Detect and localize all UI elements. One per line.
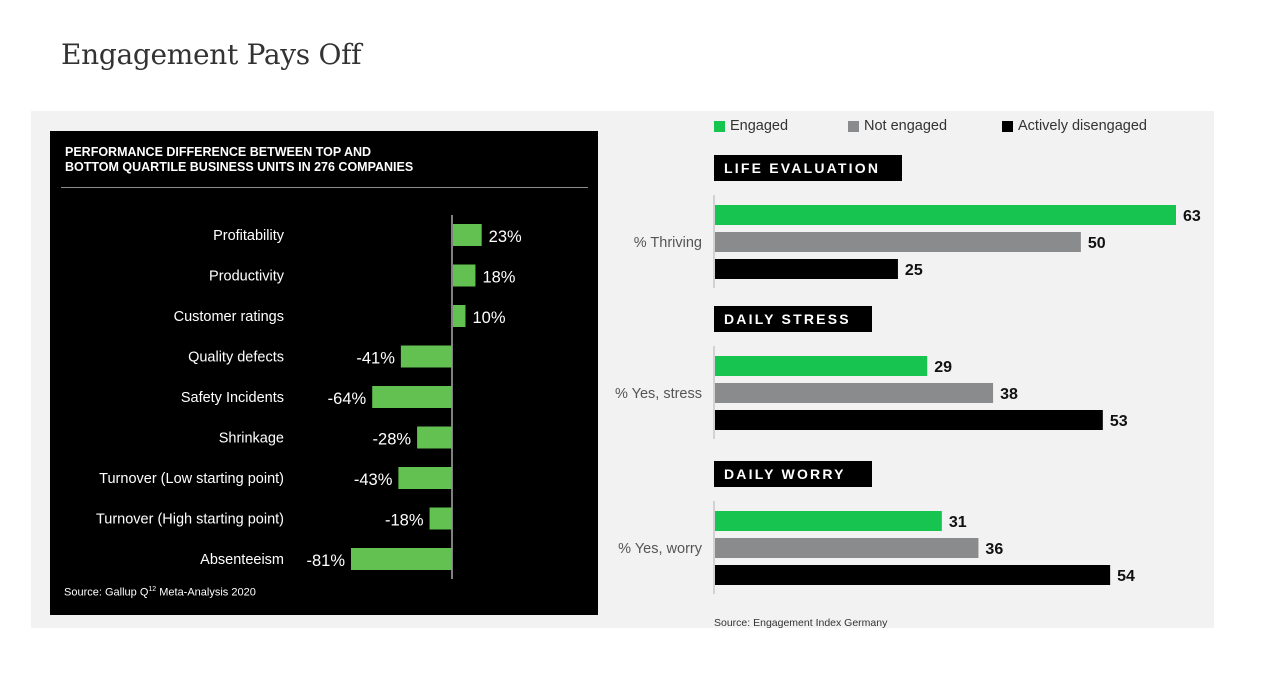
- section-label-daily-worry: DAILY WORRY: [714, 461, 872, 487]
- legend-item-actively-disengaged: Actively disengaged: [1002, 118, 1147, 134]
- engagement-legend: Engaged Not engaged Actively disengaged: [714, 118, 1194, 136]
- source-suffix: Meta-Analysis 2020: [156, 586, 256, 599]
- value-label-daily-stress-engaged: 29: [934, 359, 952, 376]
- bar-daily-stress-engaged: [715, 356, 928, 376]
- bar-daily-stress-not-engaged: [715, 383, 994, 403]
- category-label-profitability: Profitability: [213, 228, 285, 244]
- section-label-life-evaluation: LIFE EVALUATION: [714, 155, 902, 181]
- source-prefix: Source: Gallup Q: [64, 586, 149, 599]
- bar-life-evaluation-not-engaged: [715, 232, 1081, 252]
- performance-chart-title-line2: BOTTOM QUARTILE BUSINESS UNITS IN 276 CO…: [65, 160, 414, 174]
- category-label-safety-incidents: Safety Incidents: [181, 390, 284, 406]
- performance-chart-title: PERFORMANCE DIFFERENCE BETWEEN TOP AND B…: [65, 145, 585, 175]
- bar-absenteeism: [351, 548, 452, 570]
- page-title: Engagement Pays Off: [61, 38, 362, 71]
- bar-turnover-low-starting-point: [398, 467, 452, 489]
- value-label-turnover-high-starting-point: -18%: [385, 512, 424, 530]
- category-label-shrinkage: Shrinkage: [219, 431, 284, 447]
- bar-life-evaluation-actively-disengaged: [715, 259, 898, 279]
- source-superscript: 12: [148, 586, 157, 593]
- value-label-daily-stress-not-engaged: 38: [1000, 386, 1018, 403]
- value-label-daily-worry-actively-disengaged: 54: [1117, 568, 1135, 585]
- legend-item-not-engaged: Not engaged: [848, 118, 947, 134]
- value-label-quality-defects: -41%: [356, 350, 395, 368]
- performance-chart-title-line1: PERFORMANCE DIFFERENCE BETWEEN TOP AND: [65, 145, 372, 159]
- value-label-life-evaluation-actively-disengaged: 25: [905, 262, 923, 279]
- bar-quality-defects: [400, 345, 452, 368]
- value-label-life-evaluation-engaged: 63: [1183, 208, 1201, 225]
- category-label-yes-worry: % Yes, worry: [618, 541, 703, 557]
- category-label-productivity: Productivity: [209, 269, 285, 285]
- legend-swatch-engaged: [714, 120, 725, 132]
- value-label-life-evaluation-not-engaged: 50: [1088, 235, 1106, 252]
- category-label-yes-stress: % Yes, stress: [615, 386, 702, 402]
- engagement-chart-source: Source: Engagement Index Germany: [714, 617, 888, 629]
- value-label-absenteeism: -81%: [306, 552, 345, 570]
- value-label-turnover-low-starting-point: -43%: [354, 471, 393, 489]
- value-label-safety-incidents: -64%: [328, 390, 367, 408]
- legend-swatch-actively-disengaged: [1002, 120, 1013, 132]
- bar-daily-worry-not-engaged: [715, 538, 979, 558]
- bar-daily-stress-actively-disengaged: [715, 410, 1103, 430]
- category-label-thriving: % Thriving: [634, 235, 702, 251]
- performance-chart-source: Source: Gallup Q12 Meta-Analysis 2020: [64, 586, 256, 599]
- value-label-daily-stress-actively-disengaged: 53: [1110, 413, 1128, 430]
- performance-chart-card: [50, 131, 598, 615]
- legend-swatch-not-engaged: [848, 120, 859, 132]
- bar-daily-worry-engaged: [715, 511, 942, 531]
- bar-life-evaluation-engaged: [715, 205, 1176, 225]
- bar-productivity: [453, 264, 476, 287]
- legend-item-engaged: Engaged: [714, 118, 788, 134]
- bar-turnover-high-starting-point: [429, 507, 452, 530]
- section-label-daily-stress: DAILY STRESS: [714, 306, 872, 332]
- category-label-absenteeism: Absenteeism: [200, 552, 284, 568]
- value-label-profitability: 23%: [489, 228, 522, 246]
- legend-label-engaged: Engaged: [730, 118, 789, 134]
- category-label-quality-defects: Quality defects: [188, 350, 284, 366]
- bar-customer-ratings: [453, 305, 466, 327]
- bar-daily-worry-actively-disengaged: [715, 565, 1111, 585]
- value-label-productivity: 18%: [482, 269, 515, 287]
- legend-label-not-engaged: Not engaged: [864, 118, 948, 134]
- legend-label-actively-disengaged: Actively disengaged: [1018, 118, 1147, 134]
- bar-profitability: [453, 224, 482, 246]
- value-label-daily-worry-not-engaged: 36: [985, 541, 1003, 558]
- category-label-turnover-low-starting-point: Turnover (Low starting point): [99, 471, 284, 487]
- category-label-customer-ratings: Customer ratings: [174, 309, 284, 325]
- category-label-turnover-high-starting-point: Turnover (High starting point): [96, 512, 284, 528]
- value-label-daily-worry-engaged: 31: [949, 514, 967, 531]
- performance-chart-divider: [61, 187, 588, 188]
- value-label-customer-ratings: 10%: [472, 309, 505, 327]
- bar-safety-incidents: [372, 386, 452, 408]
- value-label-shrinkage: -28%: [373, 431, 412, 449]
- bar-shrinkage: [417, 426, 452, 449]
